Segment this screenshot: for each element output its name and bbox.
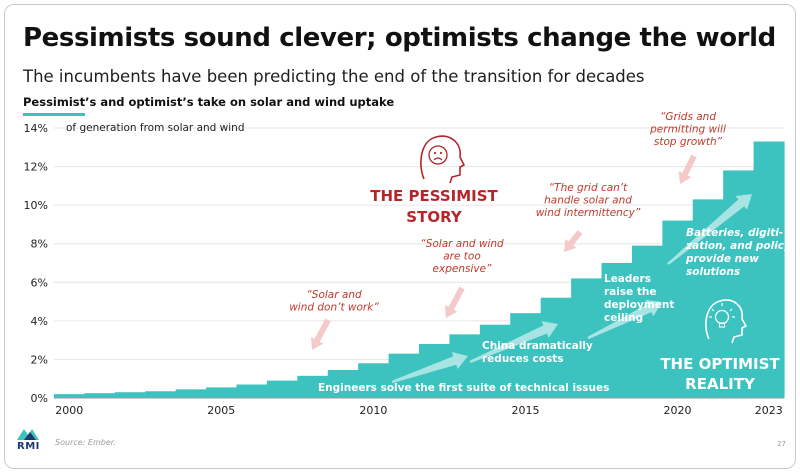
lightbulb-base — [718, 322, 726, 328]
pessimist-arrow — [445, 286, 465, 318]
pessimist-quote-line: “Solar and wind — [420, 238, 504, 250]
x-tick-label: 2020 — [664, 404, 692, 417]
optimist-note-line: deployment — [604, 299, 674, 311]
bar — [662, 220, 694, 398]
x-tick-label: 2015 — [511, 404, 539, 417]
bar — [479, 324, 511, 398]
bar — [358, 363, 390, 398]
optimist-note-line: China dramatically — [482, 340, 593, 352]
y-tick-label: 12% — [24, 161, 48, 174]
bar — [327, 370, 359, 398]
bar — [175, 389, 207, 398]
pessimist-quote-line: permitting will — [649, 124, 726, 136]
pessimist-quote-line: stop growth” — [654, 136, 723, 148]
pessimist-quote-line: expensive” — [433, 263, 493, 275]
pessimist-arrow — [311, 318, 331, 350]
optimist-note-line: Leaders — [604, 273, 651, 285]
pessimist-quote-line: wind don’t work” — [289, 302, 379, 314]
rmi-logo-icon — [17, 429, 39, 440]
optimist-arrow — [391, 352, 468, 384]
optimist-head-outline — [705, 299, 747, 344]
y-tick-label: 2% — [31, 353, 48, 366]
y-tick-label: 4% — [31, 315, 48, 328]
pessimist-head-outline — [420, 135, 465, 184]
bar — [297, 375, 329, 398]
optimist-arrow — [667, 194, 752, 265]
pessimist-head-icon — [420, 135, 465, 184]
bar — [510, 313, 542, 398]
sad-face-mouth — [433, 157, 443, 161]
optimist-note-line: ceiling — [604, 312, 643, 324]
bar — [236, 384, 268, 398]
y-tick-label: 10% — [24, 199, 48, 212]
page-number: 27 — [777, 440, 786, 448]
optimist-note-line: Batteries, digiti- — [686, 227, 783, 239]
pessimist-quote-line: “The grid can’t — [549, 182, 628, 194]
y-tick-label: 6% — [31, 276, 48, 289]
pessimist-arrow — [678, 154, 697, 184]
x-tick-label: 2005 — [207, 404, 235, 417]
bar — [145, 391, 177, 398]
optimist-reality-label: THE OPTIMIST — [660, 355, 780, 373]
pessimist-quote-line: “Solar and — [306, 289, 362, 301]
bar — [449, 334, 481, 398]
chart-heading: Pessimist’s and optimist’s take on solar… — [23, 95, 395, 109]
sad-face-eye — [439, 151, 443, 155]
slide-subtitle: The incumbents have been predicting the … — [23, 67, 645, 86]
source-note: Source: Ember. — [55, 438, 116, 447]
pessimist-quote-line: are too — [443, 251, 481, 263]
pessimist-story-label: THE PESSIMIST — [370, 187, 498, 205]
bar — [753, 141, 785, 398]
pessimist-quote-line: wind intermittency” — [536, 207, 641, 219]
y-axis-label: of generation from solar and wind — [66, 122, 245, 134]
optimist-note-line: zation, and policy — [685, 240, 792, 252]
optimist-note-line: reduces costs — [482, 353, 564, 365]
logo-text: RMI — [17, 441, 40, 452]
lightbulb-ray — [729, 308, 733, 312]
chart-heading-underline — [23, 113, 85, 116]
optimist-arrow — [469, 321, 558, 364]
optimist-note-line: raise the — [604, 286, 657, 298]
bar — [631, 245, 663, 398]
bar — [84, 393, 116, 398]
bar — [54, 394, 86, 398]
optimist-head-icon — [705, 299, 747, 344]
x-tick-label: 2000 — [55, 404, 83, 417]
bar — [571, 278, 603, 398]
bar — [206, 387, 238, 398]
y-tick-label: 14% — [24, 122, 48, 135]
y-tick-label: 8% — [31, 238, 48, 251]
optimist-arrow — [587, 300, 662, 340]
optimist-note-line: provide new — [685, 253, 759, 265]
pessimist-arrow — [564, 230, 583, 252]
lightbulb-ray — [711, 308, 715, 312]
pessimist-quote-line: handle solar and — [544, 195, 632, 207]
pessimist-quote-line: “Grids and — [660, 111, 716, 123]
x-tick-label: 2023 — [755, 404, 783, 417]
sad-face — [428, 145, 448, 165]
sad-face-eye — [433, 151, 437, 155]
optimist-note-line: Engineers solve the first suite of techn… — [318, 382, 609, 394]
bar — [114, 392, 146, 398]
x-tick-label: 2010 — [359, 404, 387, 417]
bar — [540, 297, 572, 398]
y-tick-label: 0% — [31, 392, 48, 405]
optimist-note-line: solutions — [686, 266, 740, 278]
slide-title: Pessimists sound clever; optimists chang… — [23, 23, 776, 53]
bars-group — [54, 141, 785, 398]
pessimist-story-label: STORY — [406, 208, 463, 226]
optimist-reality-label: REALITY — [685, 375, 756, 393]
bar — [266, 380, 298, 398]
